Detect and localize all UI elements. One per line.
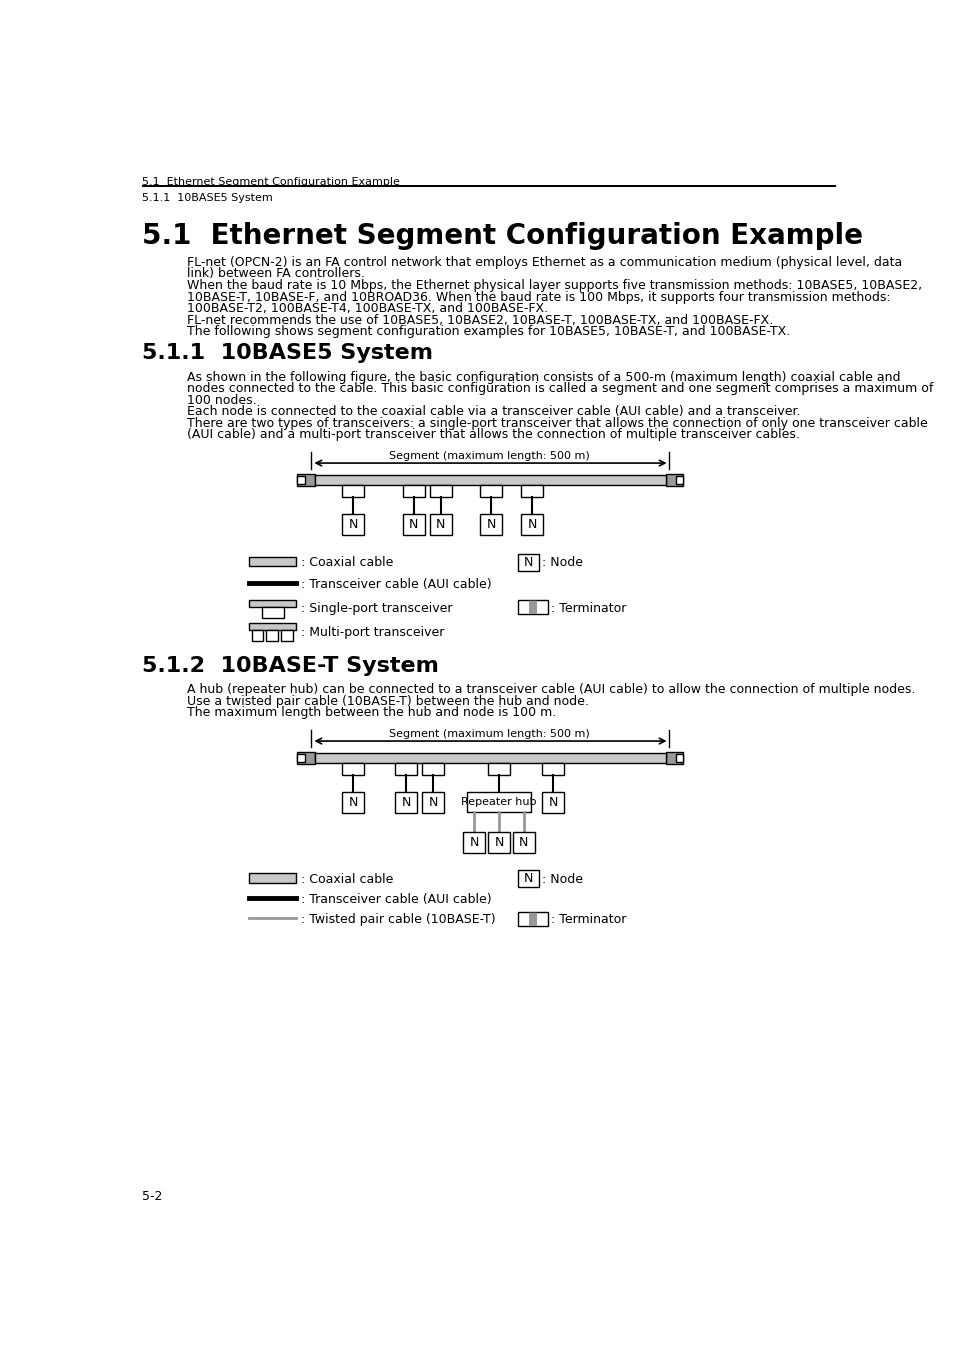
Text: 5.1.2  10BASE-T System: 5.1.2 10BASE-T System — [142, 656, 439, 675]
Bar — [249, 601, 295, 608]
Text: N: N — [494, 836, 503, 849]
Text: : Node: : Node — [541, 872, 582, 886]
Bar — [395, 763, 416, 775]
Bar — [675, 477, 682, 483]
Text: : Single-port transceiver: : Single-port transceiver — [300, 602, 452, 616]
Bar — [297, 474, 314, 486]
Bar — [314, 475, 666, 485]
Bar — [529, 601, 537, 614]
Text: FL-net recommends the use of 10BASE5, 10BASE2, 10BASE-T, 100BASE-TX, and 100BASE: FL-net recommends the use of 10BASE5, 10… — [187, 313, 773, 327]
Bar — [480, 485, 501, 497]
Bar — [542, 763, 563, 775]
Text: Segment (maximum length: 500 m): Segment (maximum length: 500 m) — [388, 729, 589, 738]
Bar — [422, 792, 443, 814]
Bar — [517, 913, 547, 926]
Bar — [402, 485, 424, 497]
Bar — [521, 485, 542, 497]
Bar — [513, 832, 534, 853]
Text: N: N — [401, 796, 410, 809]
Bar — [395, 792, 416, 814]
Bar — [297, 752, 314, 764]
Text: N: N — [409, 518, 418, 531]
Bar — [252, 630, 263, 641]
Text: (AUI cable) and a multi-port transceiver that allows the connection of multiple : (AUI cable) and a multi-port transceiver… — [187, 428, 800, 441]
Text: N: N — [469, 836, 478, 849]
Text: 5.1  Ethernet Segment Configuration Example: 5.1 Ethernet Segment Configuration Examp… — [142, 221, 862, 250]
Text: : Coaxial cable: : Coaxial cable — [300, 556, 393, 570]
Text: Segment (maximum length: 500 m): Segment (maximum length: 500 m) — [388, 451, 589, 460]
Text: nodes connected to the cable. This basic configuration is called a segment and o: nodes connected to the cable. This basic… — [187, 382, 933, 396]
Text: link) between FA controllers.: link) between FA controllers. — [187, 267, 365, 281]
Text: : Transceiver cable (AUI cable): : Transceiver cable (AUI cable) — [300, 578, 491, 591]
Text: As shown in the following figure, the basic configuration consists of a 500-m (m: As shown in the following figure, the ba… — [187, 371, 900, 383]
Text: 10BASE-T, 10BASE-F, and 10BROAD36. When the baud rate is 100 Mbps, it supports f: 10BASE-T, 10BASE-F, and 10BROAD36. When … — [187, 290, 890, 304]
Bar — [463, 832, 484, 853]
Bar — [249, 624, 295, 630]
Bar — [517, 554, 537, 571]
Bar — [542, 792, 563, 814]
Bar — [517, 871, 537, 887]
Text: N: N — [428, 796, 437, 809]
Text: FL-net (OPCN-2) is an FA control network that employs Ethernet as a communicatio: FL-net (OPCN-2) is an FA control network… — [187, 256, 902, 269]
Bar — [666, 474, 682, 486]
Text: N: N — [486, 518, 496, 531]
Text: 100 nodes.: 100 nodes. — [187, 394, 256, 406]
Text: : Terminator: : Terminator — [550, 913, 625, 926]
Text: 5.1  Ethernet Segment Configuration Example: 5.1 Ethernet Segment Configuration Examp… — [142, 177, 400, 188]
Bar — [402, 514, 424, 536]
Text: N: N — [348, 796, 357, 809]
Text: 5.1.1  10BASE5 System: 5.1.1 10BASE5 System — [142, 343, 433, 363]
Text: Repeater hub: Repeater hub — [460, 796, 537, 807]
Bar — [342, 514, 364, 536]
Text: N: N — [348, 518, 357, 531]
Bar — [249, 558, 295, 566]
Text: N: N — [548, 796, 558, 809]
Text: : Node: : Node — [541, 556, 582, 570]
Bar — [281, 630, 293, 641]
Text: There are two types of transceivers: a single-port transceiver that allows the c: There are two types of transceivers: a s… — [187, 417, 927, 429]
Text: The following shows segment configuration examples for 10BASE5, 10BASE-T, and 10: The following shows segment configuratio… — [187, 325, 790, 339]
Bar — [430, 514, 452, 536]
Bar — [480, 514, 501, 536]
Text: : Transceiver cable (AUI cable): : Transceiver cable (AUI cable) — [300, 892, 491, 906]
Bar — [342, 485, 364, 497]
Bar — [249, 873, 295, 883]
Text: Use a twisted pair cable (10BASE-T) between the hub and node.: Use a twisted pair cable (10BASE-T) betw… — [187, 695, 589, 707]
Text: : Terminator: : Terminator — [550, 602, 625, 616]
Bar — [517, 601, 547, 614]
Bar — [488, 763, 509, 775]
Text: N: N — [523, 872, 533, 886]
Text: : Coaxial cable: : Coaxial cable — [300, 872, 393, 886]
Text: When the baud rate is 10 Mbps, the Ethernet physical layer supports five transmi: When the baud rate is 10 Mbps, the Ether… — [187, 279, 922, 292]
Bar — [261, 608, 283, 618]
Bar — [529, 913, 537, 926]
Bar — [675, 755, 682, 761]
Text: A hub (repeater hub) can be connected to a transceiver cable (AUI cable) to allo: A hub (repeater hub) can be connected to… — [187, 683, 915, 697]
Text: : Multi-port transceiver: : Multi-port transceiver — [300, 625, 443, 639]
Text: The maximum length between the hub and node is 100 m.: The maximum length between the hub and n… — [187, 706, 557, 720]
Text: : Twisted pair cable (10BASE-T): : Twisted pair cable (10BASE-T) — [300, 913, 495, 926]
Bar — [342, 792, 364, 814]
Text: N: N — [518, 836, 528, 849]
Text: 5-2: 5-2 — [142, 1189, 163, 1203]
Bar — [488, 832, 509, 853]
Bar — [142, 185, 835, 188]
Text: 5.1.1  10BASE5 System: 5.1.1 10BASE5 System — [142, 193, 273, 202]
Bar — [297, 755, 305, 761]
Text: N: N — [527, 518, 537, 531]
Text: N: N — [436, 518, 445, 531]
Bar — [422, 763, 443, 775]
Bar — [342, 763, 364, 775]
Text: Each node is connected to the coaxial cable via a transceiver cable (AUI cable) : Each node is connected to the coaxial ca… — [187, 405, 801, 418]
Bar — [467, 792, 530, 811]
Bar — [666, 752, 682, 764]
Text: N: N — [523, 556, 533, 568]
Bar — [430, 485, 452, 497]
Bar — [314, 753, 666, 763]
Bar — [266, 630, 278, 641]
Bar — [521, 514, 542, 536]
Text: 100BASE-T2, 100BASE-T4, 100BASE-TX, and 100BASE-FX.: 100BASE-T2, 100BASE-T4, 100BASE-TX, and … — [187, 302, 548, 315]
Bar — [297, 477, 305, 483]
